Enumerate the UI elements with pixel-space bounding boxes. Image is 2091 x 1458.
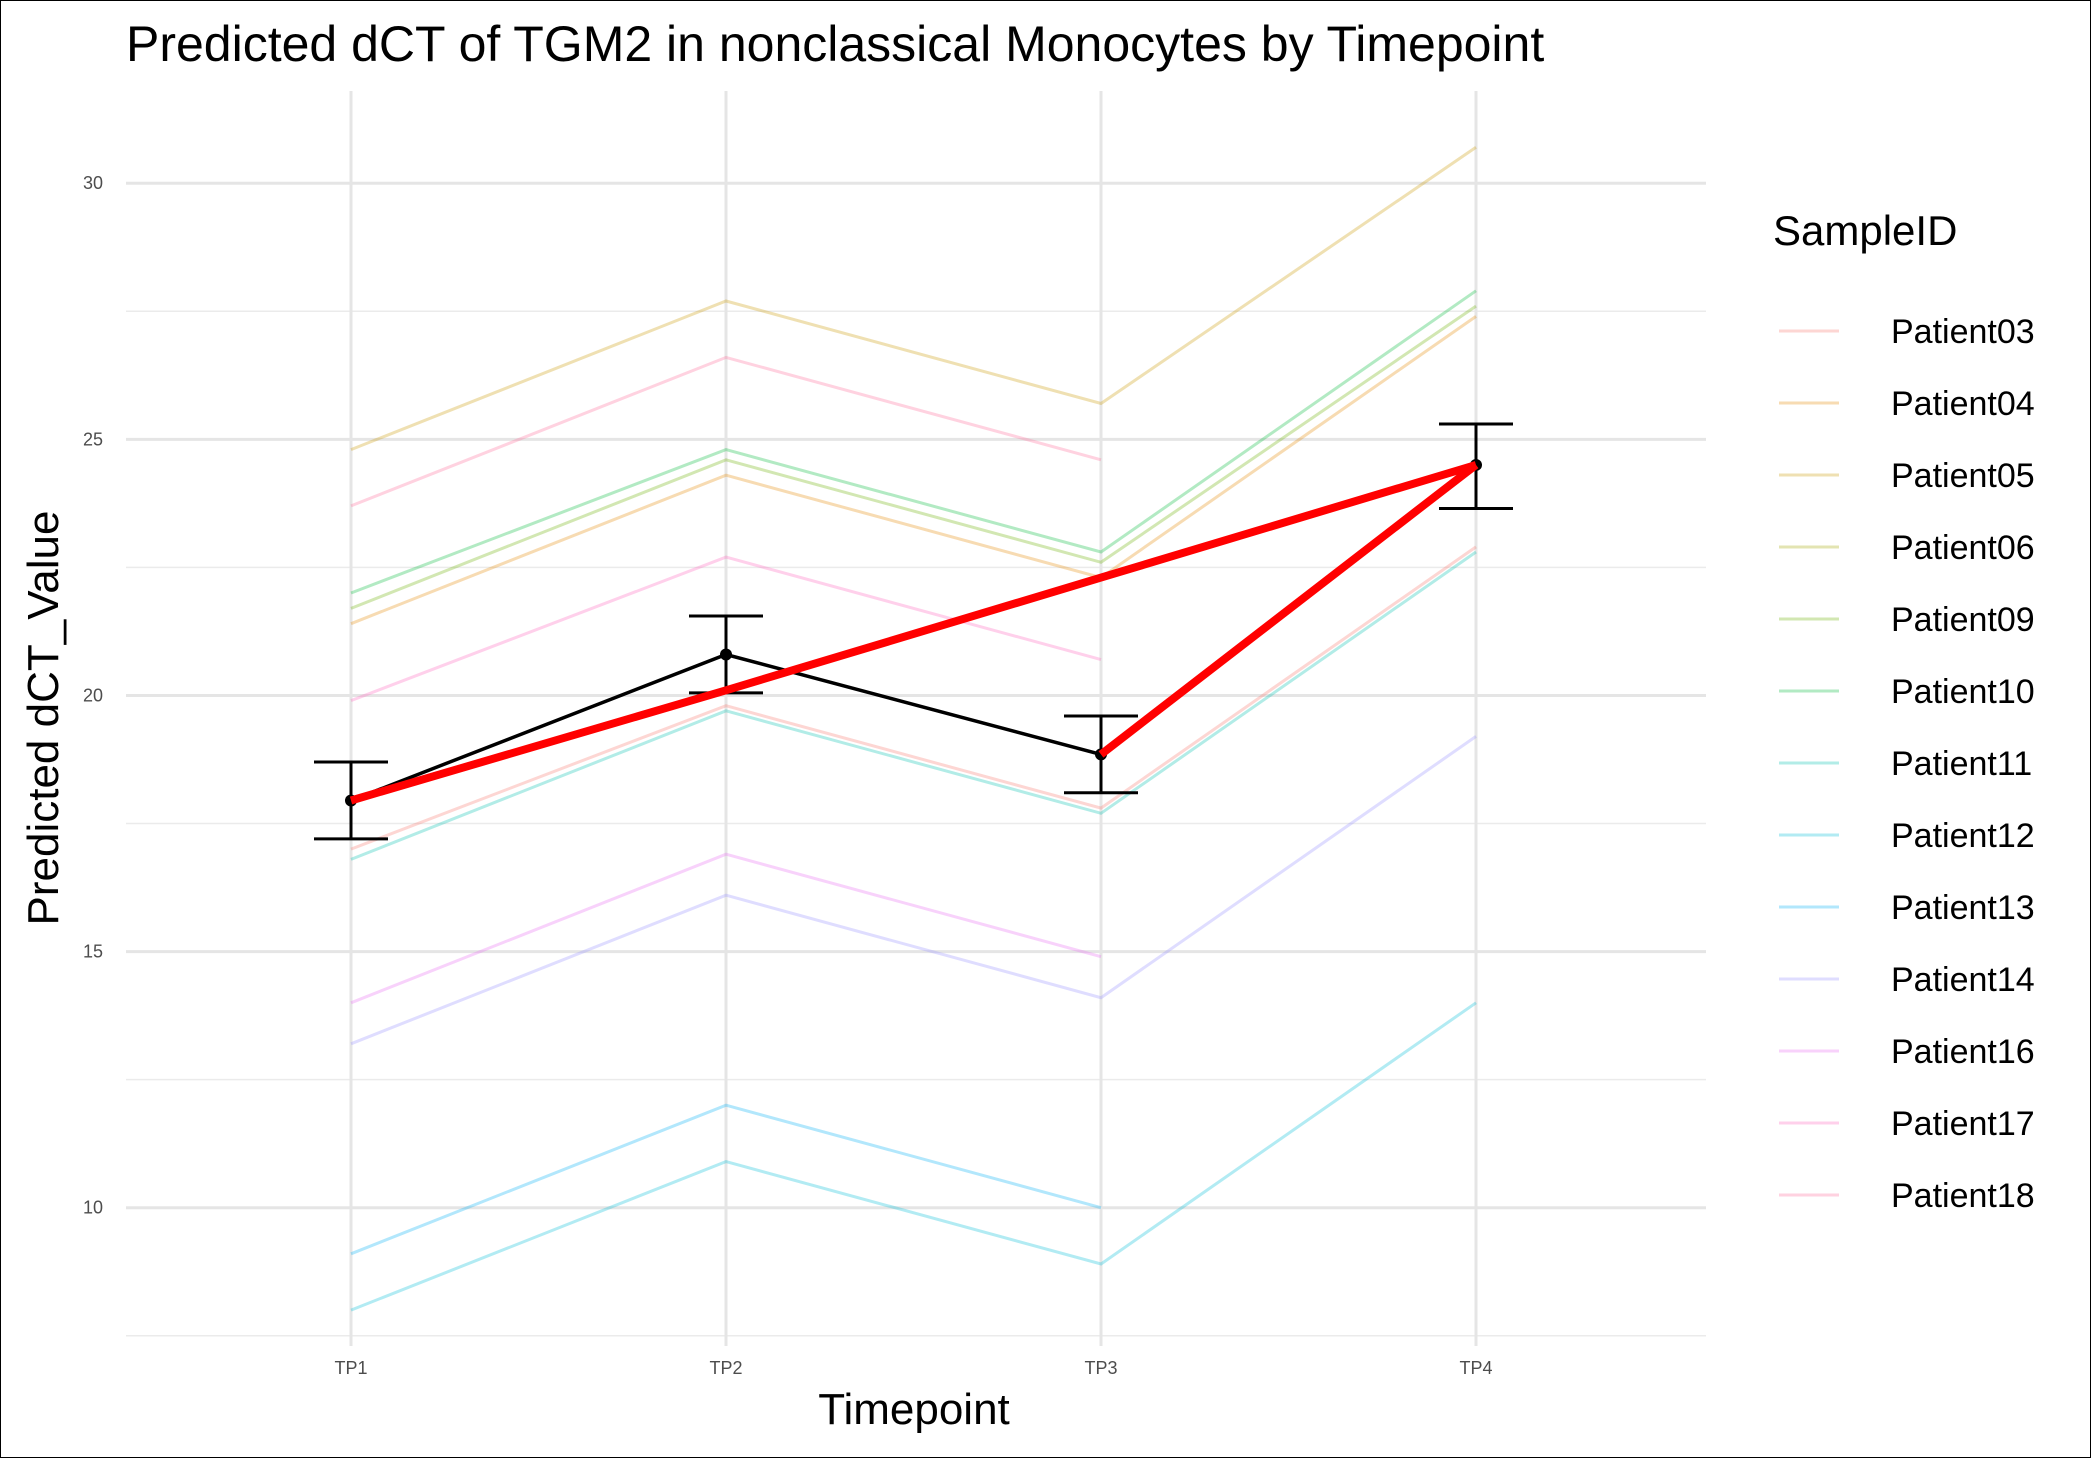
- legend-label-patient10: Patient10: [1891, 673, 2035, 711]
- legend-label-patient03: Patient03: [1891, 313, 2035, 351]
- x-axis-ticks: TP1 TP2 TP3 TP4: [334, 1358, 1492, 1378]
- series-line-patient10: [350, 289, 1477, 595]
- legend-title: SampleID: [1773, 207, 1957, 254]
- legend-label-patient18: Patient18: [1891, 1177, 2035, 1215]
- series-line-patient18: [350, 355, 1102, 508]
- legend-label-patient11: Patient11: [1891, 745, 2032, 783]
- legend: SampleID Patient03 Patient04 Patient05 Pati…: [1773, 207, 2035, 1215]
- trend-line: [349, 461, 1479, 805]
- series-line-patient13: [350, 1103, 1102, 1256]
- y-tick-label: 15: [83, 942, 103, 962]
- series-line-patient11: [350, 550, 1477, 861]
- trend-path-segments: [1098, 461, 1479, 758]
- x-tick-label: TP3: [1084, 1358, 1117, 1378]
- y-tick-label: 25: [83, 429, 103, 449]
- legend-label-patient06: Patient06: [1891, 529, 2035, 567]
- legend-label-patient12: Patient12: [1891, 817, 2035, 855]
- x-tick-label: TP2: [709, 1358, 742, 1378]
- y-tick-label: 20: [83, 685, 103, 705]
- series-line-patient14: [350, 735, 1477, 1046]
- legend-label-patient04: Patient04: [1891, 385, 2035, 423]
- series-line-patient05: [350, 146, 1477, 451]
- legend-label-patient05: Patient05: [1891, 457, 2035, 495]
- mean-point: [720, 648, 732, 661]
- series-line-patient04: [350, 315, 1477, 626]
- legend-label-patient17: Patient17: [1891, 1105, 2035, 1143]
- series-line-patient12: [350, 1001, 1477, 1312]
- series-line-patient03: [350, 545, 1477, 851]
- x-tick-label: TP4: [1459, 1358, 1492, 1378]
- legend-label-patient13: Patient13: [1891, 889, 2035, 927]
- series-line-patient09: [350, 304, 1477, 610]
- y-tick-label: 30: [83, 173, 103, 193]
- y-axis-title: Predicted dCT_Value: [19, 511, 68, 926]
- chart-title: Predicted dCT of TGM2 in nonclassical Mo…: [126, 16, 1544, 72]
- legend-label-patient14: Patient14: [1891, 961, 2035, 999]
- x-axis-title: Timepoint: [818, 1385, 1010, 1434]
- legend-label-patient16: Patient16: [1891, 1033, 2035, 1071]
- legend-label-patient09: Patient09: [1891, 601, 2035, 639]
- x-tick-label: TP1: [334, 1358, 367, 1378]
- patient-lines: [350, 146, 1477, 1312]
- y-tick-label: 10: [83, 1198, 103, 1218]
- y-axis-ticks: 10 15 20 25 30: [83, 173, 103, 1217]
- series-line-patient16: [350, 852, 1102, 1005]
- trend-path: [349, 461, 1478, 805]
- series-line-patient17: [350, 555, 1102, 703]
